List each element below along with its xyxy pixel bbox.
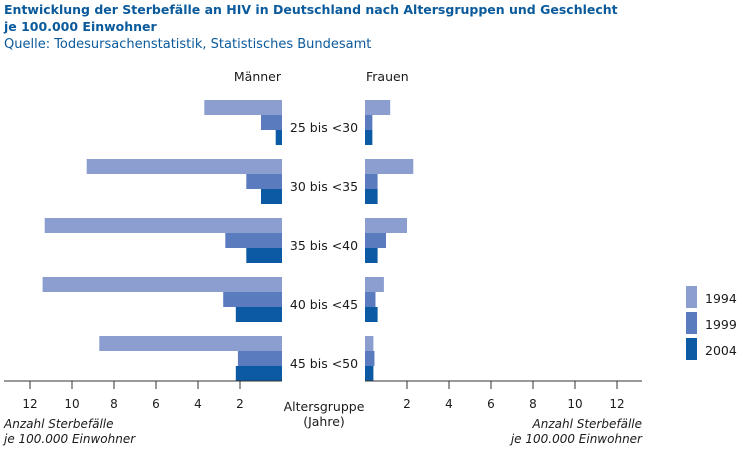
category-label: 30 bis <35 xyxy=(290,179,358,194)
bar-maenner-1999-4 xyxy=(237,351,282,366)
bars-group xyxy=(42,100,414,381)
center-axis-label-line2: (Jahre) xyxy=(303,414,345,429)
tick-label-left: 4 xyxy=(194,397,202,411)
bar-maenner-2004-1 xyxy=(261,189,282,204)
legend-swatch-1994 xyxy=(686,286,697,308)
bar-frauen-1994-3 xyxy=(365,277,384,292)
bar-frauen-1994-4 xyxy=(365,336,374,351)
bar-frauen-1999-3 xyxy=(365,292,376,307)
bar-maenner-1994-0 xyxy=(204,100,282,115)
tick-label-right: 12 xyxy=(609,397,624,411)
bar-maenner-2004-2 xyxy=(246,248,282,263)
tick-label-right: 2 xyxy=(403,397,411,411)
category-label: 25 bis <30 xyxy=(290,120,358,135)
bar-maenner-1994-3 xyxy=(42,277,282,292)
legend-label-2004: 2004 xyxy=(705,343,737,358)
x-axis-label-left-line1: Anzahl Sterbefälle xyxy=(3,417,114,431)
bar-maenner-1994-2 xyxy=(44,218,283,233)
bar-maenner-1999-1 xyxy=(246,174,282,189)
x-axis-label-right-line2: je 100.000 Einwohner xyxy=(509,432,643,446)
legend-swatch-2004 xyxy=(686,338,697,360)
category-label: 45 bis <50 xyxy=(290,356,358,371)
bar-maenner-2004-0 xyxy=(275,130,282,145)
tick-label-left: 2 xyxy=(236,397,244,411)
tick-label-left: 10 xyxy=(64,397,79,411)
bar-frauen-2004-4 xyxy=(365,366,374,381)
bar-frauen-2004-0 xyxy=(365,130,373,145)
bar-maenner-1999-2 xyxy=(225,233,282,248)
bar-frauen-2004-1 xyxy=(365,189,378,204)
x-axis-label-left-line2: je 100.000 Einwohner xyxy=(2,432,136,446)
tick-label-right: 6 xyxy=(487,397,495,411)
tick-label-left: 6 xyxy=(152,397,160,411)
tick-label-left: 12 xyxy=(22,397,37,411)
tick-label-left: 8 xyxy=(110,397,118,411)
bar-frauen-1994-1 xyxy=(365,159,414,174)
bar-frauen-1999-4 xyxy=(365,351,375,366)
chart-title-line2: je 100.000 Einwohner xyxy=(3,19,158,34)
bar-maenner-2004-4 xyxy=(235,366,282,381)
bar-maenner-1994-1 xyxy=(86,159,282,174)
x-axis-label-right-line1: Anzahl Sterbefälle xyxy=(532,417,643,431)
tick-label-right: 10 xyxy=(567,397,582,411)
bar-maenner-1999-3 xyxy=(223,292,282,307)
bar-frauen-2004-3 xyxy=(365,307,378,322)
bar-frauen-1999-1 xyxy=(365,174,378,189)
chart-title-line1: Entwicklung der Sterbefälle an HIV in De… xyxy=(4,2,618,17)
panel-label-maenner: Männer xyxy=(234,69,282,84)
legend-swatch-1999 xyxy=(686,312,697,334)
legend-label-1999: 1999 xyxy=(705,317,737,332)
bar-maenner-2004-3 xyxy=(235,307,282,322)
tick-label-right: 8 xyxy=(529,397,537,411)
tick-group: 12 10 8 6 4 2 2 4 6 8 10 12 xyxy=(22,381,625,411)
center-axis-label-line1: Altersgruppe xyxy=(284,399,365,414)
bar-maenner-1999-0 xyxy=(261,115,282,130)
category-labels-group: 25 bis <30 30 bis <35 35 bis <40 40 bis <45… xyxy=(290,120,358,371)
tick-label-right: 4 xyxy=(445,397,453,411)
panel-label-frauen: Frauen xyxy=(366,69,409,84)
category-label: 40 bis <45 xyxy=(290,297,358,312)
legend: 1994 1999 2004 xyxy=(686,286,737,360)
bar-frauen-1994-0 xyxy=(365,100,391,115)
bar-maenner-1994-4 xyxy=(99,336,282,351)
category-label: 35 bis <40 xyxy=(290,238,358,253)
bar-frauen-1999-2 xyxy=(365,233,386,248)
legend-label-1994: 1994 xyxy=(705,291,737,306)
chart-source: Quelle: Todesursachenstatistik, Statisti… xyxy=(4,37,371,52)
bar-frauen-1999-0 xyxy=(365,115,373,130)
bar-frauen-2004-2 xyxy=(365,248,378,263)
bar-frauen-1994-2 xyxy=(365,218,407,233)
